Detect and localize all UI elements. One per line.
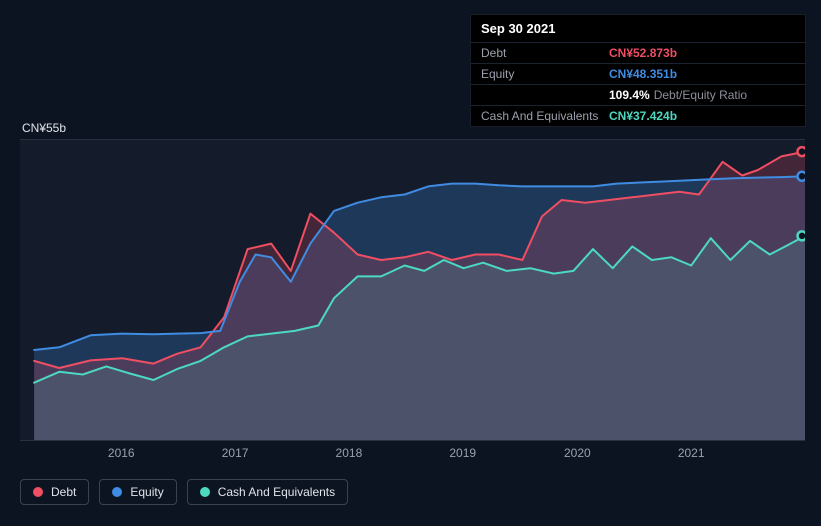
tooltip-row: 109.4%Debt/Equity Ratio bbox=[471, 84, 805, 105]
chart-tooltip: Sep 30 2021 DebtCN¥52.873bEquityCN¥48.35… bbox=[470, 14, 806, 127]
chart-legend: Debt Equity Cash And Equivalents bbox=[20, 479, 348, 505]
tooltip-date: Sep 30 2021 bbox=[471, 15, 805, 42]
tooltip-row-suffix: Debt/Equity Ratio bbox=[654, 88, 747, 102]
legend-swatch-icon bbox=[200, 487, 210, 497]
legend-swatch-icon bbox=[33, 487, 43, 497]
gridline-bottom bbox=[20, 440, 805, 441]
series-end-marker bbox=[798, 172, 806, 181]
tooltip-row-value: CN¥48.351b bbox=[609, 67, 677, 81]
x-axis-tick: 2020 bbox=[564, 446, 591, 460]
tooltip-row-label: Debt bbox=[481, 46, 609, 60]
chart-container: Sep 30 2021 DebtCN¥52.873bEquityCN¥48.35… bbox=[0, 0, 821, 526]
y-axis-max-label: CN¥55b bbox=[22, 121, 66, 135]
tooltip-row-value: CN¥37.424b bbox=[609, 109, 677, 123]
x-axis-tick: 2017 bbox=[222, 446, 249, 460]
tooltip-row-value: 109.4%Debt/Equity Ratio bbox=[609, 88, 747, 102]
legend-item[interactable]: Cash And Equivalents bbox=[187, 479, 348, 505]
tooltip-row: EquityCN¥48.351b bbox=[471, 63, 805, 84]
tooltip-row-value: CN¥52.873b bbox=[609, 46, 677, 60]
x-axis-tick: 2016 bbox=[108, 446, 135, 460]
legend-swatch-icon bbox=[112, 487, 122, 497]
tooltip-row-label: Cash And Equivalents bbox=[481, 109, 609, 123]
x-axis-tick: 2021 bbox=[678, 446, 705, 460]
tooltip-row: Cash And EquivalentsCN¥37.424b bbox=[471, 105, 805, 126]
tooltip-row-label bbox=[481, 88, 609, 102]
chart-plot-area[interactable] bbox=[20, 140, 805, 440]
series-end-marker bbox=[798, 147, 806, 156]
legend-label: Cash And Equivalents bbox=[218, 485, 335, 499]
tooltip-row: DebtCN¥52.873b bbox=[471, 42, 805, 63]
legend-item[interactable]: Equity bbox=[99, 479, 176, 505]
tooltip-row-label: Equity bbox=[481, 67, 609, 81]
x-axis-tick: 2019 bbox=[449, 446, 476, 460]
legend-item[interactable]: Debt bbox=[20, 479, 89, 505]
x-axis: 2016 2017 2018 2019 2020 2021 bbox=[20, 446, 805, 466]
legend-label: Equity bbox=[130, 485, 163, 499]
legend-label: Debt bbox=[51, 485, 76, 499]
series-end-marker bbox=[798, 231, 806, 240]
x-axis-tick: 2018 bbox=[336, 446, 363, 460]
